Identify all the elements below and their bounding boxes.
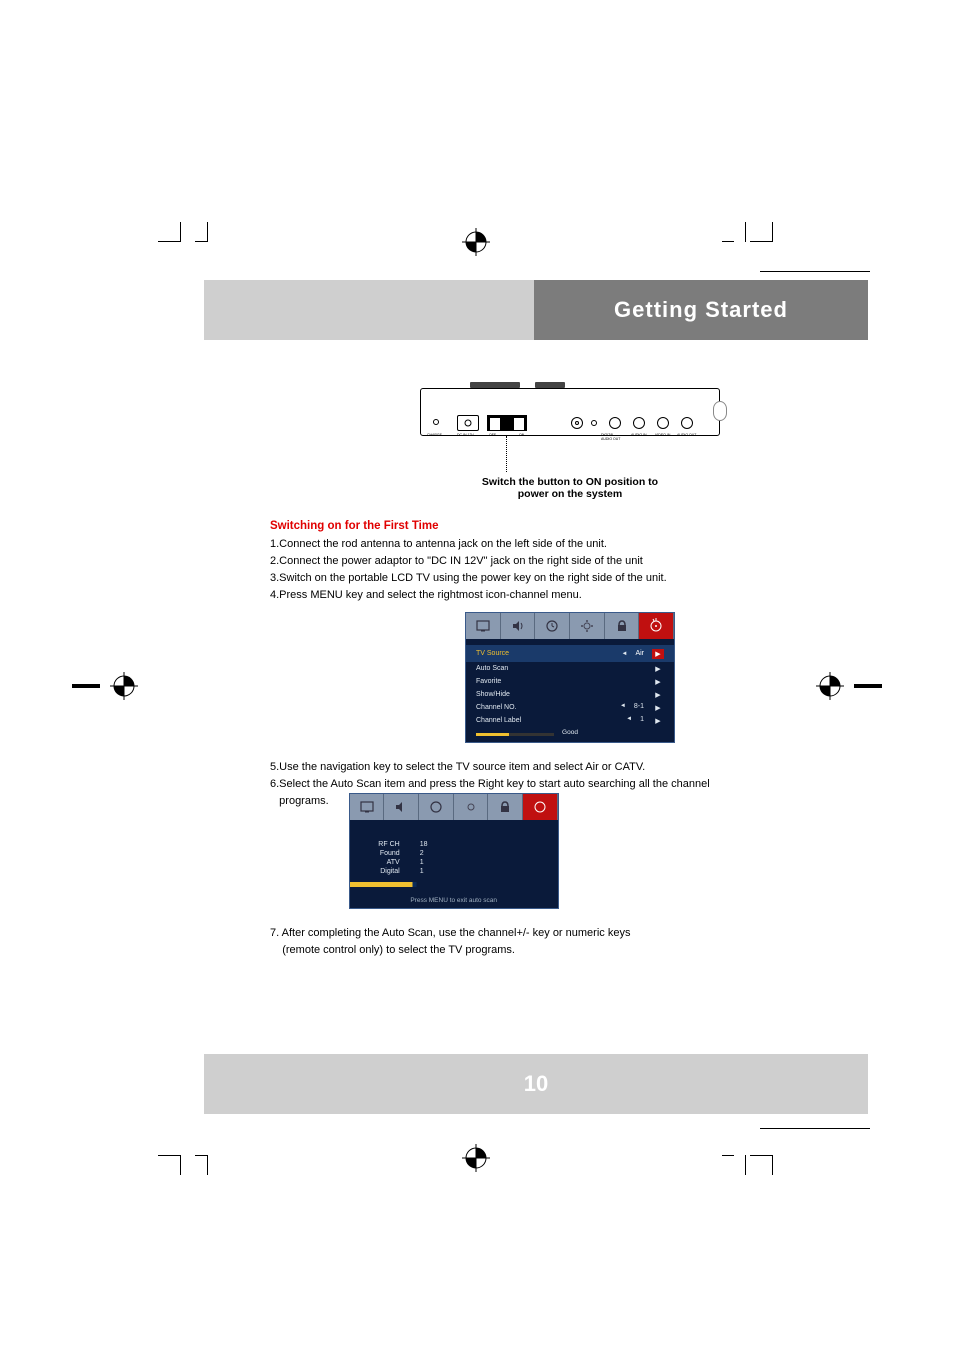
page-number-band: 10 bbox=[204, 1054, 868, 1114]
step-6: 6.Select the Auto Scan item and press th… bbox=[270, 776, 870, 793]
osd-row-favorite: Favorite▶ bbox=[476, 675, 664, 688]
osd-tab-setup-icon bbox=[570, 613, 605, 639]
osd-autoscan: RF CH18 Found2 ATV1 Digital1 Press MENU … bbox=[349, 793, 559, 909]
port-charge-label: CHARGE bbox=[427, 433, 442, 437]
step-7b: (remote control only) to select the TV p… bbox=[270, 942, 870, 959]
osd-tab-audio-icon bbox=[501, 613, 536, 639]
port-audioin-label: AUDIO IN bbox=[631, 433, 647, 437]
scan-progress-bar bbox=[350, 882, 558, 887]
scan-row-found: Found2 bbox=[360, 849, 548, 858]
device-caption: Switch the button to ON position to powe… bbox=[270, 476, 870, 500]
osd-tab-picture-icon bbox=[466, 613, 501, 639]
osd-row-autoscan: Auto Scan▶ bbox=[476, 662, 664, 675]
scan-footer: Press MENU to exit auto scan bbox=[350, 895, 558, 908]
step-7: 7. After completing the Auto Scan, use t… bbox=[270, 925, 870, 942]
header-title-band: Getting Started bbox=[534, 280, 868, 340]
osd-row-channelno: Channel NO.◄8-1▶ bbox=[476, 701, 664, 714]
step-6b: programs. bbox=[270, 793, 329, 925]
osd2-tab-picture-icon bbox=[350, 794, 385, 820]
scan-row-digital: Digital1 bbox=[360, 867, 548, 876]
osd-row-showhide: Show/Hide▶ bbox=[476, 688, 664, 701]
step-3: 3.Switch on the portable LCD TV using th… bbox=[270, 570, 870, 587]
reg-mark-top bbox=[462, 228, 490, 256]
step-5: 5.Use the navigation key to select the T… bbox=[270, 759, 870, 776]
osd-signal-label: Good bbox=[562, 729, 578, 736]
page-number: 10 bbox=[524, 1071, 548, 1097]
osd-tab-time-icon bbox=[535, 613, 570, 639]
osd-tab-channel-icon bbox=[639, 613, 674, 639]
device-figure: CHARGE DC IN 12V OFF ON DIGITALAUDIO OUT… bbox=[420, 370, 720, 470]
step-4: 4.Press MENU key and select the rightmos… bbox=[270, 587, 870, 604]
scan-row-atv: ATV1 bbox=[360, 858, 548, 867]
section-heading: Switching on for the First Time bbox=[270, 520, 870, 532]
osd-row-channellabel: Channel Label◄1▶ bbox=[476, 714, 664, 727]
port-dc-label: DC IN 12V bbox=[457, 433, 474, 437]
port-audioout-label: AUDIO OUT bbox=[677, 433, 696, 437]
step-2: 2.Connect the power adaptor to "DC IN 12… bbox=[270, 553, 870, 570]
osd-tab-lock-icon bbox=[605, 613, 640, 639]
port-on-label: ON bbox=[519, 433, 524, 437]
port-digital-label: DIGITALAUDIO OUT bbox=[601, 433, 620, 441]
right-arrow-icon: ▶ bbox=[652, 649, 664, 659]
osd-row-tvsource: TV Source ◄ Air ▶ bbox=[476, 647, 664, 660]
reg-mark-bottom bbox=[462, 1144, 490, 1172]
scan-row-rfch: RF CH18 bbox=[360, 840, 548, 849]
port-off-label: OFF bbox=[489, 433, 496, 437]
osd2-tab-setup-icon bbox=[454, 794, 489, 820]
osd2-tab-channel-icon bbox=[523, 794, 558, 820]
page-title: Getting Started bbox=[614, 297, 788, 323]
reg-mark-left bbox=[110, 672, 138, 700]
osd2-tab-lock-icon bbox=[488, 794, 523, 820]
osd-channel-menu: TV Source ◄ Air ▶ Auto Scan▶ Favorite▶ S… bbox=[465, 612, 675, 743]
step-1: 1.Connect the rod antenna to antenna jac… bbox=[270, 536, 870, 553]
osd2-tab-time-icon bbox=[419, 794, 454, 820]
port-videoin-label: VIDEO IN bbox=[655, 433, 670, 437]
osd2-tab-audio-icon bbox=[384, 794, 419, 820]
